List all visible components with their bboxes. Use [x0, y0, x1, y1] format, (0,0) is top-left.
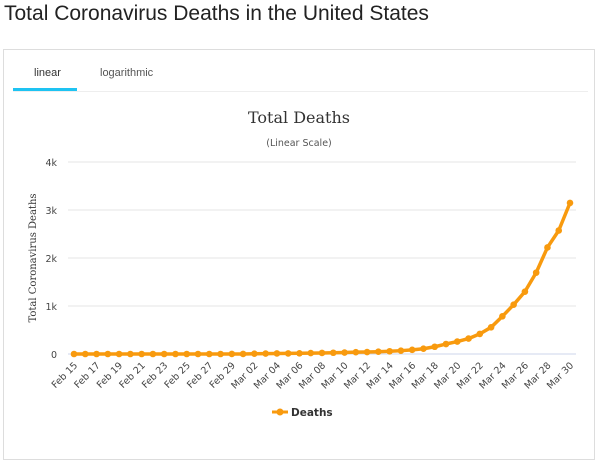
data-point — [442, 340, 450, 348]
chart-panel: linear logarithmic — [3, 49, 595, 460]
data-point — [205, 350, 213, 358]
data-point — [93, 350, 100, 358]
data-point — [510, 301, 517, 309]
data-point — [104, 350, 112, 358]
legend-marker — [276, 408, 284, 416]
legend[interactable]: Deaths — [272, 407, 333, 419]
series-line — [74, 202, 572, 356]
data-point — [453, 338, 461, 345]
data-point — [251, 350, 258, 358]
data-point — [544, 244, 551, 251]
data-point — [566, 199, 574, 207]
chart-title: Total Deaths — [248, 108, 350, 127]
data-point — [555, 227, 563, 234]
data-point — [487, 324, 495, 331]
scale-tabs: linear logarithmic — [13, 50, 588, 92]
y-tick-label: 3k — [45, 206, 57, 217]
data-point — [307, 349, 315, 357]
y-tick-label: 4k — [45, 158, 57, 169]
data-point — [420, 345, 427, 353]
data-point — [284, 350, 292, 357]
data-point — [521, 288, 529, 295]
data-point — [228, 350, 236, 358]
data-point — [532, 269, 540, 276]
data-point — [499, 313, 506, 320]
page-title: Total Coronavirus Deaths in the United S… — [4, 2, 429, 25]
data-point — [352, 348, 360, 356]
data-point — [115, 350, 123, 358]
data-point — [172, 350, 179, 358]
legend-label[interactable]: Deaths — [291, 407, 333, 419]
data-point — [194, 350, 202, 358]
data-point — [239, 350, 247, 358]
data-point — [341, 349, 348, 356]
y-tick-label: 0 — [51, 350, 57, 361]
data-point — [318, 349, 326, 357]
data-point — [363, 348, 371, 356]
data-point — [183, 350, 191, 358]
data-point — [149, 350, 157, 358]
data-point — [465, 335, 472, 342]
data-point — [81, 350, 89, 358]
data-point — [217, 350, 224, 358]
data-point — [408, 346, 416, 354]
data-point — [375, 348, 382, 355]
tab-logarithmic[interactable]: logarithmic — [100, 67, 154, 79]
y-tick-label: 2k — [45, 254, 57, 265]
data-point — [70, 350, 78, 358]
chart-subtitle: (Linear Scale) — [266, 138, 332, 149]
data-point — [273, 350, 281, 357]
data-point — [397, 347, 405, 354]
data-point — [138, 350, 145, 358]
data-point — [127, 350, 134, 358]
data-point — [160, 350, 168, 358]
data-point — [296, 349, 303, 357]
data-point — [329, 349, 337, 357]
data-point — [262, 350, 269, 357]
tab-linear[interactable]: linear — [34, 67, 61, 79]
active-tab-indicator — [13, 88, 77, 91]
data-point — [476, 330, 484, 338]
data-point — [386, 347, 393, 355]
y-tick-label: 1k — [45, 302, 57, 313]
data-point — [431, 343, 439, 351]
y-axis-label: Total Coronavirus Deaths — [28, 193, 39, 322]
